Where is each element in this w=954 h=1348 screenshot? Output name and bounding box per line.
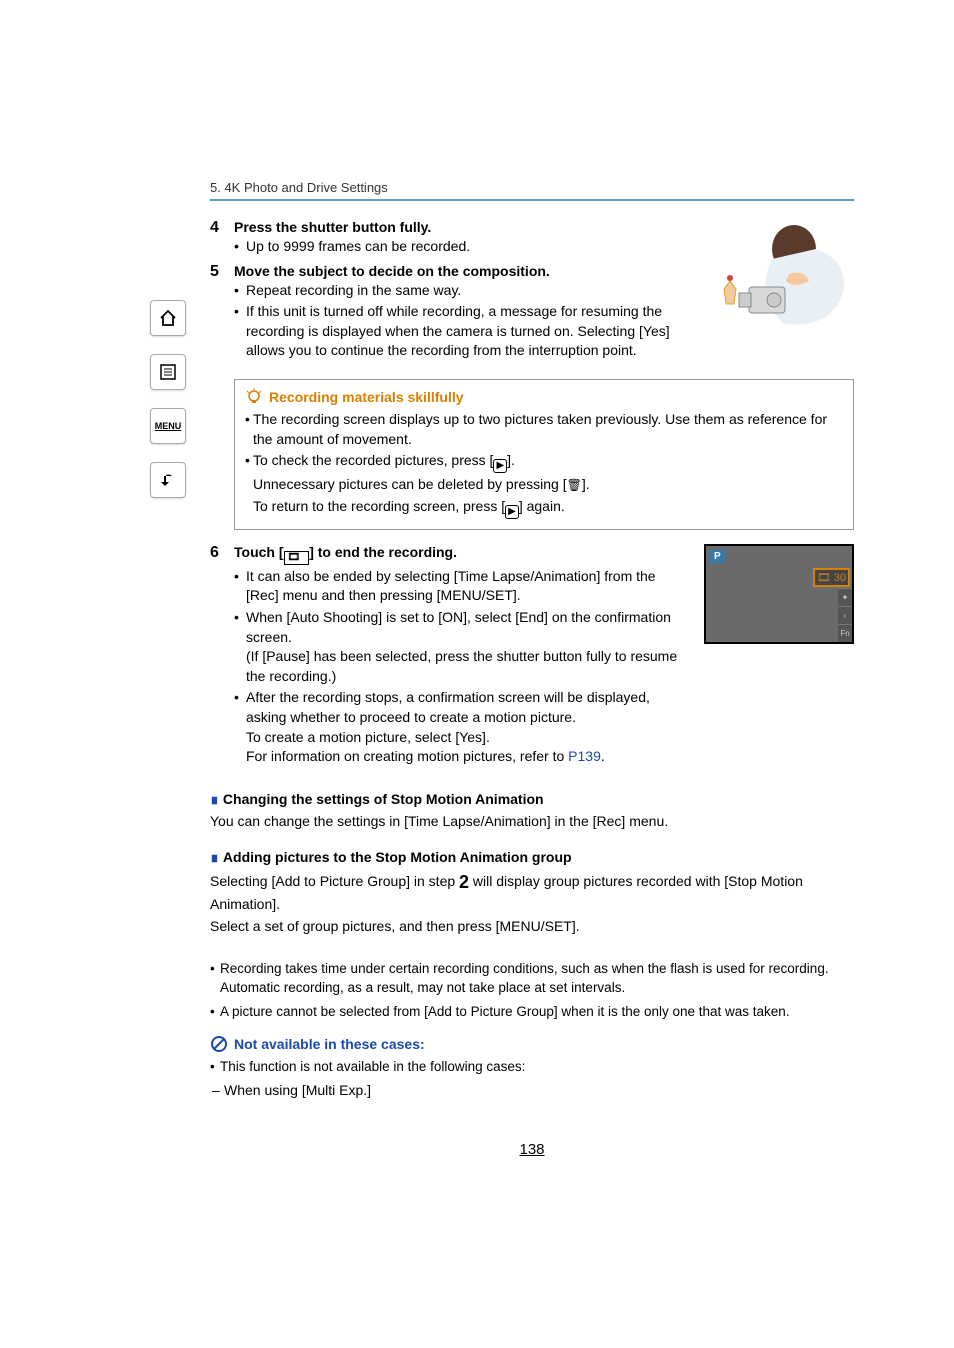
- screen-side-icon: Fn: [838, 624, 852, 642]
- step-6: 6 Touch [🎞] to end the recording. It can…: [210, 544, 692, 769]
- lightbulb-icon: [245, 388, 263, 406]
- step-bullet: If this unit is turned off while recordi…: [234, 302, 682, 361]
- menu-icon[interactable]: MENU: [150, 408, 186, 444]
- tip-bullet: To check the recorded pictures, press [▶…: [245, 451, 843, 473]
- step-bullet: After the recording stops, a confirmatio…: [234, 688, 692, 766]
- playback-icon: ▶: [505, 505, 519, 519]
- trash-icon: 🗑: [567, 478, 582, 492]
- step-title: Press the shutter button fully.: [234, 219, 682, 235]
- step-number: 5: [210, 263, 234, 363]
- screen-side-icon: ✦: [838, 588, 852, 606]
- back-icon[interactable]: [150, 462, 186, 498]
- note-bullet: This function is not available in the fo…: [210, 1057, 854, 1077]
- prohibit-icon: [210, 1035, 228, 1053]
- tip-line: Unnecessary pictures can be deleted by p…: [245, 475, 843, 495]
- step-bullet: Repeat recording in the same way.: [234, 281, 682, 301]
- note-bullet: Recording takes time under certain recor…: [210, 959, 854, 998]
- step-number: 4: [210, 219, 234, 259]
- subheading-adding: ∎Adding pictures to the Stop Motion Anim…: [210, 849, 854, 866]
- note-bullet: A picture cannot be selected from [Add t…: [210, 1002, 854, 1022]
- step-bullet: When [Auto Shooting] is set to [ON], sel…: [234, 608, 692, 686]
- screen-mode-badge: P: [710, 550, 725, 563]
- step-title: Move the subject to decide on the compos…: [234, 263, 682, 279]
- tip-bullet: The recording screen displays up to two …: [245, 410, 843, 449]
- screen-frame-count: 🎞 30: [813, 568, 850, 587]
- step-bullet: Up to 9999 frames can be recorded.: [234, 237, 682, 257]
- screen-illustration: P 🎞 30 ✦ ‹ Fn: [704, 544, 854, 644]
- dash-item: When using [Multi Exp.]: [210, 1081, 854, 1101]
- step-number: 6: [210, 544, 234, 769]
- step-bullet: It can also be ended by selecting [Time …: [234, 567, 692, 606]
- illustration-composing: [694, 219, 854, 329]
- home-icon[interactable]: [150, 300, 186, 336]
- toc-icon[interactable]: [150, 354, 186, 390]
- paragraph: Select a set of group pictures, and then…: [210, 917, 854, 937]
- breadcrumb: 5. 4K Photo and Drive Settings: [210, 180, 854, 201]
- tip-box: Recording materials skillfully The recor…: [234, 379, 854, 530]
- playback-icon: ▶: [493, 459, 507, 473]
- subheading-changing: ∎Changing the settings of Stop Motion An…: [210, 791, 854, 808]
- tip-title: Recording materials skillfully: [245, 388, 843, 406]
- screen-side-icon: ‹: [838, 606, 852, 624]
- page-number: 138: [210, 1141, 854, 1158]
- tip-line: To return to the recording screen, press…: [245, 497, 843, 519]
- step-5: 5 Move the subject to decide on the comp…: [210, 263, 682, 363]
- step-4: 4 Press the shutter button fully. Up to …: [210, 219, 682, 259]
- paragraph: You can change the settings in [Time Lap…: [210, 812, 854, 832]
- not-available-title: Not available in these cases:: [210, 1035, 854, 1053]
- page-ref-link[interactable]: P139: [568, 748, 601, 764]
- paragraph: Selecting [Add to Picture Group] in step…: [210, 870, 854, 915]
- stopmotion-icon: 🎞: [284, 551, 310, 565]
- step-title: Touch [🎞] to end the recording.: [234, 544, 692, 565]
